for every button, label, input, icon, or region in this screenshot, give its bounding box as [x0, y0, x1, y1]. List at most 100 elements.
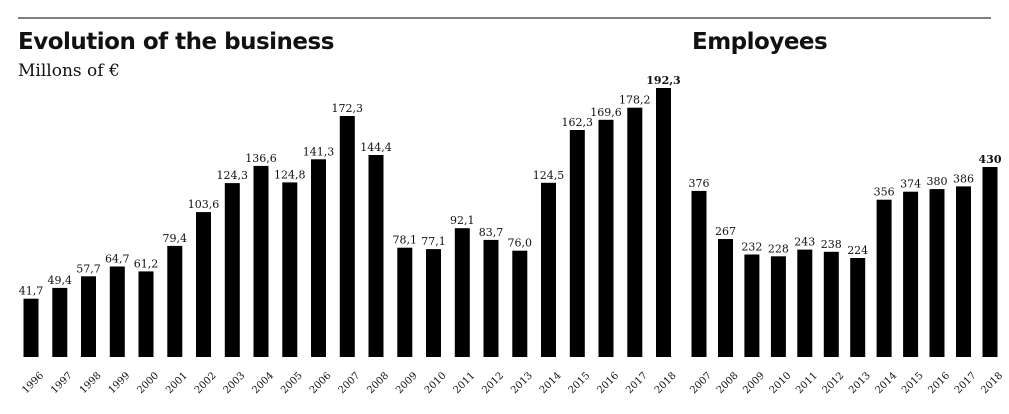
- business-value-label: 92,1: [450, 214, 475, 227]
- employees-value-label: 224: [847, 244, 868, 257]
- business-bar: [483, 239, 499, 357]
- business-value-label: 172,3: [332, 102, 364, 115]
- business-bar: [311, 159, 326, 357]
- employees-year-label: 2018: [979, 370, 1005, 396]
- business-value-label: 136,6: [245, 152, 277, 165]
- business-value-label: 61,2: [134, 257, 159, 270]
- employees-value-label: 374: [900, 178, 921, 191]
- employees-value-label: 232: [741, 241, 762, 254]
- employees-bar: [850, 258, 866, 357]
- business-bar: [541, 182, 556, 357]
- business-value-label: 49,4: [48, 274, 73, 287]
- business-year-label: 2004: [250, 370, 276, 396]
- employees-year-label: 2010: [768, 370, 794, 396]
- employees-bar: [770, 256, 786, 357]
- business-bar: [196, 212, 211, 357]
- employees-value-label: 267: [715, 225, 736, 238]
- business-value-label: 124,8: [274, 168, 306, 181]
- business-bar: [454, 228, 470, 357]
- business-year-label: 1999: [107, 370, 133, 396]
- business-bar: [598, 119, 614, 357]
- employees-chart-title: Employees: [692, 29, 827, 55]
- business-bar: [627, 107, 643, 357]
- business-bar: [569, 130, 585, 357]
- business-value-label: 79,4: [163, 232, 188, 245]
- business-year-label: 2006: [308, 370, 334, 396]
- business-bar: [368, 155, 384, 357]
- employees-bar: [718, 239, 733, 357]
- business-bar: [52, 287, 68, 357]
- business-bar: [138, 271, 154, 357]
- employees-year-label: 2016: [926, 370, 952, 396]
- employees-year-label: 2009: [741, 370, 767, 396]
- business-year-label: 2016: [595, 370, 621, 396]
- business-chart-title: Evolution of the business: [18, 29, 334, 55]
- employees-value-label: 356: [874, 186, 895, 199]
- business-year-label: 2018: [653, 370, 679, 396]
- business-year-label: 2012: [480, 370, 506, 396]
- business-value-label: 124,5: [533, 169, 565, 182]
- business-year-label: 2002: [193, 370, 219, 396]
- business-year-label: 2005: [279, 370, 305, 396]
- employees-year-label: 2012: [821, 370, 847, 396]
- business-year-label: 2003: [222, 370, 248, 396]
- business-value-label: 124,3: [217, 169, 249, 182]
- business-value-label: 64,7: [105, 253, 130, 266]
- business-year-label: 2015: [567, 370, 593, 396]
- employees-value-label: 376: [689, 177, 710, 190]
- employees-bar: [903, 191, 919, 357]
- business-bar: [282, 182, 298, 357]
- business-year-label: 2000: [135, 370, 161, 396]
- business-value-label: 162,3: [562, 116, 594, 129]
- employees-bar: [876, 199, 892, 357]
- business-bar: [23, 298, 39, 357]
- employees-bar: [691, 190, 707, 357]
- business-year-label: 2008: [365, 370, 391, 396]
- employees-value-label: 228: [768, 242, 789, 255]
- business-value-label: 141,3: [303, 145, 335, 158]
- business-bar: [253, 165, 269, 357]
- business-year-label: 1996: [20, 370, 46, 396]
- business-value-label: 192,3: [646, 74, 680, 87]
- employees-year-label: 2007: [688, 370, 714, 396]
- employees-year-label: 2014: [873, 370, 899, 396]
- business-value-label: 144,4: [360, 141, 392, 154]
- business-year-label: 2009: [394, 370, 420, 396]
- business-bar: [656, 88, 671, 357]
- business-value-label: 41,7: [19, 285, 44, 298]
- business-value-label: 169,6: [590, 106, 622, 119]
- business-bar: [109, 266, 125, 357]
- employees-year-label: 2017: [953, 370, 979, 396]
- employees-bar: [982, 167, 998, 357]
- business-year-label: 2014: [538, 370, 564, 396]
- business-bar: [397, 247, 413, 357]
- employees-year-label: 2011: [794, 370, 820, 396]
- employees-value-label: 386: [953, 172, 974, 185]
- employees-bar: [744, 254, 760, 357]
- business-bar: [167, 245, 183, 357]
- employees-bar: [823, 251, 839, 357]
- business-value-label: 76,0: [508, 237, 533, 250]
- employees-bar: [797, 249, 813, 357]
- employees-bar: [956, 186, 971, 357]
- employees-value-label: 238: [821, 238, 842, 251]
- employees-chart-plot: 376 2007 267 2008 232 2009 228 2010 243 2011 238 20…: [688, 153, 1005, 396]
- business-year-label: 2017: [624, 370, 650, 396]
- business-year-label: 2001: [164, 370, 190, 396]
- employees-year-label: 2013: [847, 370, 873, 396]
- business-bar: [81, 276, 96, 357]
- business-bar: [426, 249, 441, 357]
- business-year-label: 2011: [452, 370, 478, 396]
- business-value-label: 57,7: [76, 262, 101, 275]
- business-year-label: 2007: [337, 370, 363, 396]
- business-year-label: 2010: [423, 370, 449, 396]
- employees-bar: [929, 189, 945, 357]
- business-value-label: 178,2: [619, 94, 651, 107]
- business-year-label: 1997: [49, 370, 75, 396]
- business-year-label: 1998: [78, 370, 104, 396]
- business-bar: [224, 183, 240, 357]
- employees-year-label: 2015: [900, 370, 926, 396]
- business-bar: [512, 250, 528, 357]
- business-value-label: 77,1: [421, 235, 446, 248]
